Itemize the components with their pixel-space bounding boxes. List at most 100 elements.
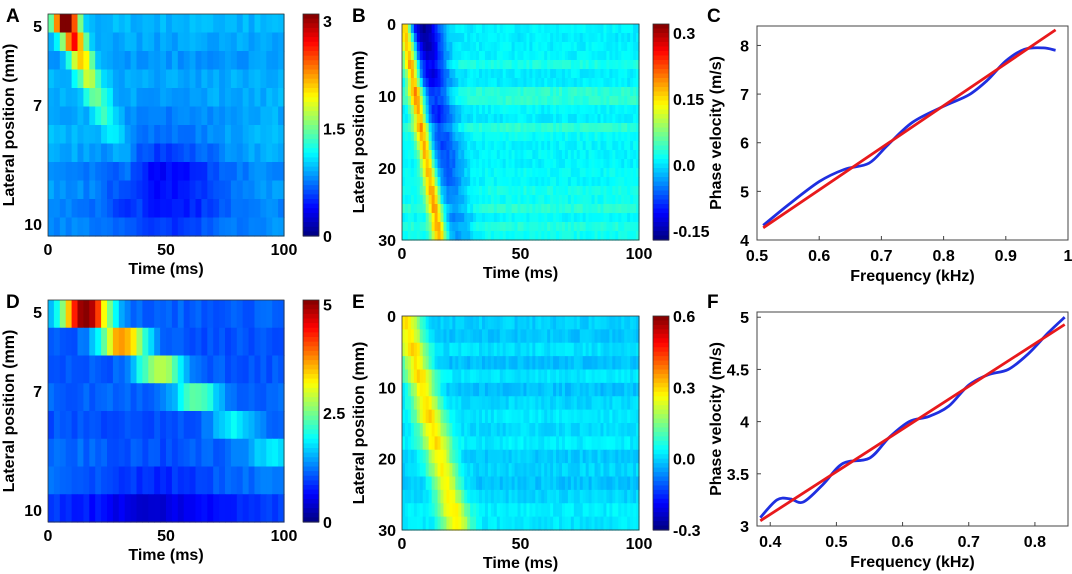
heatmap-cell [532, 24, 536, 34]
heatmap-cell [612, 123, 616, 133]
heatmap-cell [591, 316, 596, 330]
heatmap-cell [496, 96, 501, 106]
heatmap-cell [544, 409, 548, 424]
heatmap-cell [59, 180, 67, 200]
heatmap-cell [529, 60, 533, 70]
heatmap-cell [615, 105, 619, 115]
heatmap-cell [449, 316, 453, 330]
heatmap-cell [434, 213, 439, 223]
y-tick-label: 4 [740, 233, 749, 250]
heatmap-cell [561, 231, 566, 241]
heatmap-cell [428, 69, 433, 79]
heatmap-cell [166, 162, 173, 182]
heatmap-cell [585, 463, 590, 478]
heatmap-cell [112, 383, 120, 412]
heatmap-cell [160, 355, 167, 384]
heatmap-cell [603, 316, 608, 330]
heatmap-cell [124, 51, 132, 71]
heatmap-cell [517, 96, 522, 106]
heatmap-cell [591, 195, 596, 205]
colorbar-segment [653, 396, 669, 402]
heatmap-cell [434, 60, 439, 70]
heatmap-cell [582, 195, 587, 205]
heatmap-cell [606, 114, 610, 124]
heatmap-cell [541, 213, 545, 223]
heatmap-cell [142, 125, 149, 145]
heatmap-cell [481, 33, 486, 43]
heatmap-cell [612, 231, 616, 241]
heatmap-cell [407, 204, 412, 214]
heatmap-cell [579, 96, 584, 106]
heatmap-cell [428, 132, 433, 142]
heatmap-cell [467, 123, 471, 133]
heatmap-cell [207, 466, 214, 495]
heatmap-cell [490, 222, 495, 232]
heatmap-cell [579, 213, 584, 223]
heatmap-cell [550, 231, 554, 241]
heatmap-cell [254, 162, 261, 182]
heatmap-cell [416, 195, 421, 205]
heatmap-cell [458, 195, 462, 205]
heatmap-cell [425, 87, 430, 97]
heatmap-cell [508, 231, 513, 241]
heatmap-cell [407, 168, 412, 178]
heatmap-cell [48, 88, 55, 108]
heatmap-cell [564, 356, 569, 371]
heatmap-cell [470, 316, 474, 330]
heatmap-cell [520, 222, 525, 232]
heatmap-cell [582, 382, 587, 397]
heatmap-cell [148, 383, 155, 412]
heatmap-cell [166, 88, 173, 108]
heatmap-cell [446, 123, 450, 133]
colorbar-segment [303, 517, 319, 523]
heatmap-cell [431, 489, 436, 504]
y-tick-label: 6 [740, 136, 749, 153]
heatmap-cell [564, 69, 569, 79]
heatmap-cell [609, 123, 613, 133]
colorbar-segment [303, 120, 319, 126]
heatmap-cell [570, 489, 575, 504]
colorbar-segment [653, 204, 669, 210]
heatmap-cell [493, 87, 498, 97]
heatmap-cell [499, 463, 504, 478]
heatmap-cell [402, 150, 406, 160]
heatmap-cell [499, 204, 504, 214]
heatmap-cell [440, 356, 445, 371]
heatmap-cell [65, 32, 73, 52]
colorbar-segment [303, 364, 319, 370]
heatmap-cell [547, 60, 551, 70]
heatmap-cell [242, 162, 250, 182]
heatmap-cell [407, 69, 412, 79]
heatmap-cell [493, 213, 498, 223]
heatmap-cell [458, 42, 462, 52]
heatmap-cell [564, 489, 569, 504]
x-tick-label: 0.6 [891, 534, 913, 551]
heatmap-cell [606, 222, 610, 232]
colorbar-segment [653, 78, 669, 84]
heatmap-cell [455, 159, 459, 169]
heatmap-cell [612, 316, 616, 330]
heatmap-cell [422, 33, 427, 43]
heatmap-cell [547, 177, 551, 187]
heatmap-cell [83, 199, 90, 219]
heatmap-cell [538, 195, 542, 205]
heatmap-cell [508, 436, 513, 451]
heatmap-cell [452, 186, 456, 196]
heatmap-cell [71, 106, 79, 126]
heatmap-cell [266, 300, 273, 329]
heatmap-cell [523, 222, 528, 232]
heatmap-cell [452, 33, 456, 43]
heatmap-cell [505, 150, 510, 160]
heatmap-cell [490, 78, 495, 88]
heatmap-cell [612, 409, 616, 424]
heatmap-cell [136, 217, 143, 237]
heatmap-cell [443, 356, 448, 371]
heatmap-cell [561, 476, 566, 491]
heatmap-cell [529, 114, 533, 124]
heatmap-cell [428, 195, 433, 205]
heatmap-cell [446, 141, 450, 151]
heatmap-cell [89, 327, 96, 357]
heatmap-cell [431, 516, 436, 531]
heatmap-cell [591, 382, 596, 397]
heatmap-cell [576, 51, 581, 61]
